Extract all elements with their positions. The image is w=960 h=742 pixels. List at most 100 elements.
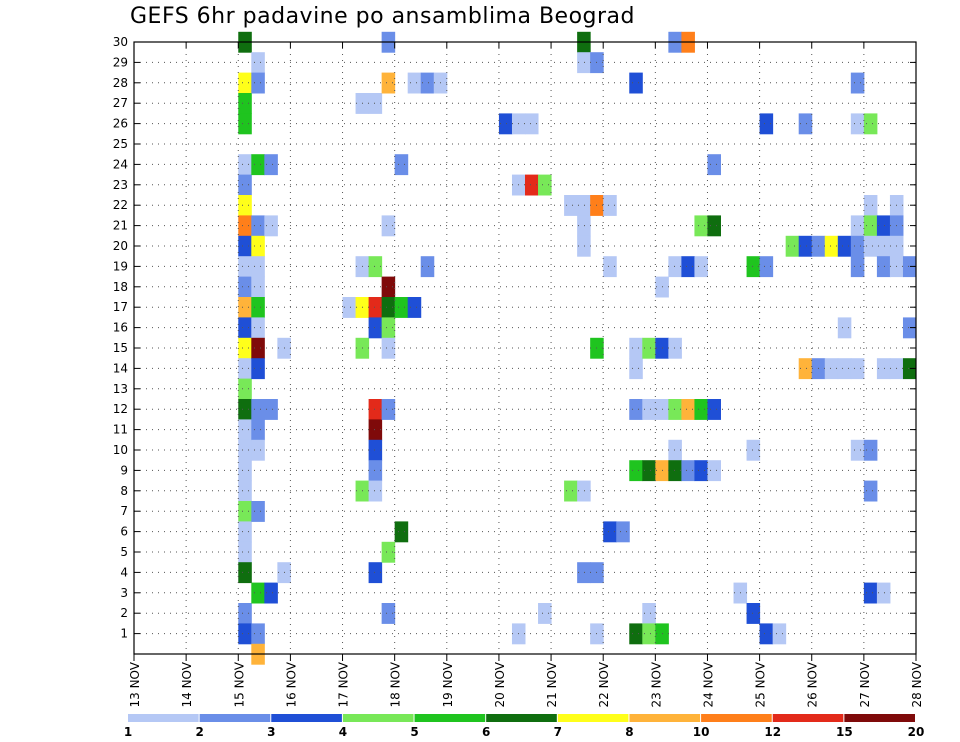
heatmap-cell (407, 297, 422, 318)
heatmap-cell (251, 501, 265, 522)
legend-swatch (557, 714, 629, 722)
y-tick-label: 12 (113, 402, 128, 416)
y-tick-label: 29 (113, 55, 128, 69)
heatmap-cell (837, 235, 852, 257)
heatmap-cell (498, 113, 513, 135)
heatmap-cell (342, 297, 357, 318)
heatmap-cell (238, 235, 252, 257)
heatmap-cell (681, 256, 695, 278)
heatmap-cell (577, 235, 591, 257)
x-tick-label: 16 NOV (284, 661, 298, 707)
heatmap-cell (668, 399, 682, 420)
heatmap-cell (707, 215, 721, 237)
y-tick-label: 21 (113, 219, 128, 233)
heatmap-cell (629, 358, 643, 380)
legend-label: 3 (267, 725, 275, 739)
heatmap-cell (238, 521, 252, 543)
heatmap-cell (668, 337, 682, 359)
heatmap-cell (238, 460, 252, 482)
y-tick-label: 28 (113, 76, 128, 90)
y-tick-label: 11 (113, 423, 128, 437)
heatmap-cell (394, 521, 409, 543)
heatmap-cell (368, 256, 383, 278)
heatmap-cell (251, 72, 265, 94)
heatmap-cell (694, 460, 708, 482)
heatmap-cell (798, 235, 813, 257)
heatmap-cell (238, 603, 252, 624)
heatmap-cell (238, 317, 252, 339)
heatmap-cell (681, 399, 695, 420)
legend-label: 2 (195, 725, 203, 739)
x-tick-label: 17 NOV (337, 661, 351, 707)
heatmap-cell (238, 399, 252, 420)
heatmap-cell (759, 623, 774, 645)
x-tick-label: 28 NOV (910, 661, 924, 707)
heatmap-cell (381, 337, 396, 359)
x-tick-label: 20 NOV (493, 661, 507, 707)
heatmap-cell (251, 256, 265, 278)
x-tick-label: 21 NOV (545, 661, 559, 707)
legend-swatch (342, 714, 414, 722)
heatmap-cell (238, 215, 252, 237)
y-tick-label: 15 (113, 341, 128, 355)
heatmap-cell (629, 72, 643, 94)
heatmap-cell (837, 358, 852, 380)
y-tick-label: 24 (113, 157, 128, 171)
heatmap-cell (238, 358, 252, 380)
legend-label: 20 (908, 725, 925, 739)
heatmap-cell (694, 215, 708, 237)
legend-swatch (701, 714, 772, 722)
heatmap-cell (629, 623, 643, 645)
heatmap-cell (564, 195, 578, 216)
heatmap-cell (238, 276, 252, 298)
heatmap-cell (368, 419, 383, 441)
heatmap-cell (251, 399, 265, 420)
y-tick-label: 25 (113, 137, 128, 151)
heatmap-cell (538, 603, 552, 624)
heatmap-cell (902, 358, 917, 380)
heatmap-cell (824, 358, 839, 380)
heatmap-cell (251, 154, 265, 176)
x-tick-label: 13 NOV (128, 661, 142, 707)
heatmap-cell (577, 562, 591, 584)
heatmap-cell (368, 93, 383, 114)
heatmap-cell (798, 113, 813, 135)
legend-label: 8 (625, 725, 633, 739)
heatmap-cell (902, 256, 917, 278)
heatmap-cell (251, 276, 265, 298)
heatmap-cell (525, 174, 539, 196)
heatmap-cell (420, 256, 435, 278)
legend-swatch (486, 714, 557, 722)
heatmap-cell (850, 72, 865, 94)
legend-swatch (199, 714, 271, 722)
heatmap-cell (681, 460, 695, 482)
heatmap-cell (368, 460, 383, 482)
heatmap-cell (850, 358, 865, 380)
heatmap-cell (264, 154, 278, 176)
heatmap-cell (642, 603, 656, 624)
y-tick-label: 22 (113, 198, 128, 212)
heatmap-cell (863, 113, 878, 135)
heatmap-cell (629, 399, 643, 420)
heatmap-cell (863, 235, 878, 257)
y-tick-label: 19 (113, 259, 128, 273)
heatmap-cell (577, 480, 591, 502)
heatmap-cell (863, 439, 878, 461)
y-tick-label: 8 (120, 484, 128, 498)
heatmap-cell (238, 337, 252, 359)
legend-label: 1 (124, 725, 132, 739)
heatmap-cell (564, 480, 578, 502)
heatmap-cell (785, 235, 800, 257)
heatmap-cell (251, 623, 265, 645)
heatmap-cell (642, 399, 656, 420)
x-tick-label: 26 NOV (806, 661, 820, 707)
heatmap-cell (746, 603, 761, 624)
heatmap-cell (863, 195, 878, 216)
heatmap-cell (238, 562, 252, 584)
heatmap-cell (381, 541, 396, 563)
legend-label: 5 (410, 725, 418, 739)
heatmap-cell (251, 52, 265, 74)
x-tick-label: 22 NOV (597, 661, 611, 707)
chart-title: GEFS 6hr padavine po ansamblima Beograd (130, 4, 636, 29)
